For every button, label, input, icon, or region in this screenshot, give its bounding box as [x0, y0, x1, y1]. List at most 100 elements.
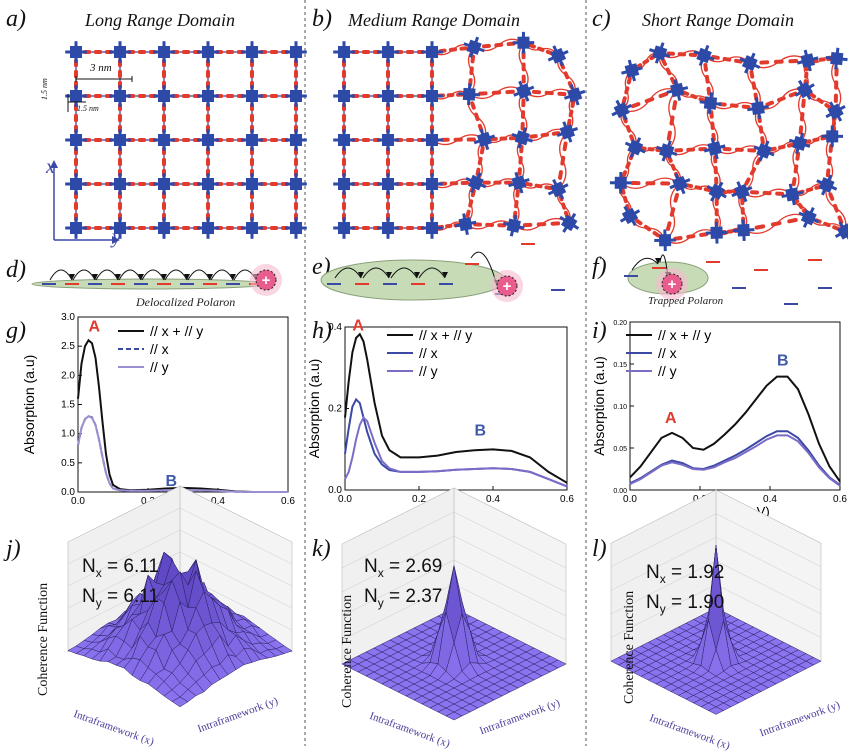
y-tick-label: 0.5: [61, 458, 75, 469]
lattice-node: [241, 173, 263, 195]
hop-arrow: [188, 270, 210, 280]
hop-arrow: [211, 270, 233, 280]
lattice-node: [333, 173, 355, 195]
lattice-node: [285, 41, 307, 63]
lattice-node: [333, 41, 355, 63]
lattice-node: [377, 41, 399, 63]
lattice-node: [377, 129, 399, 151]
polaron-cloud: [321, 260, 505, 300]
lattice-node: [285, 129, 307, 151]
lattice-node: [333, 129, 355, 151]
y-tick-label: 3.0: [61, 312, 75, 323]
lattice-node: [153, 129, 175, 151]
legend-label: // y: [419, 363, 438, 379]
polaron-plus-sign: +: [668, 276, 677, 293]
absorption-chart-long-range: 0.00.20.40.60.00.51.01.52.02.53.0Energy …: [0, 305, 300, 530]
lattice-node: [241, 41, 263, 63]
lattice-link: [469, 87, 524, 98]
lattice-link: [524, 89, 575, 96]
x-tick-label: 0.0: [623, 494, 637, 505]
coherence-zlabel-l: Coherence Function: [622, 591, 638, 704]
legend-label: // x + // y: [419, 327, 472, 343]
y-axis-label: Absorption (a.u): [306, 359, 322, 459]
polaron-medium-diagram: +: [315, 236, 585, 306]
lattice-node: [197, 41, 219, 63]
lattice-node: [65, 41, 87, 63]
nx-value-medium: Nx = 2.69: [364, 556, 442, 580]
y-tick-label: 0.4: [328, 322, 342, 333]
lattice-node: [153, 41, 175, 63]
lattice-node: [698, 91, 722, 115]
legend-label: // x: [658, 345, 677, 361]
polaron-trapped-diagram: +: [612, 240, 842, 310]
axis-y-label: y: [112, 226, 121, 249]
scale-label-3nm: 3 nm: [90, 62, 112, 74]
y-tick-label: 2.5: [61, 341, 75, 352]
lattice-medium-range: [320, 36, 580, 246]
nx-value-long: Nx = 6.11: [82, 556, 159, 580]
peak-label: B: [166, 473, 178, 490]
y-tick-label: 2.0: [61, 370, 75, 381]
y-tick-label: 1.0: [61, 429, 75, 440]
polaron-plus-sign: +: [503, 278, 512, 295]
hop-arrow: [165, 270, 187, 280]
lattice-link: [665, 184, 680, 241]
lattice-node: [458, 83, 481, 106]
lattice-node: [197, 173, 219, 195]
panel-letter-c: c): [592, 6, 611, 33]
chart-frame: [78, 317, 288, 492]
lattice-node: [109, 85, 131, 107]
lattice-link: [667, 90, 678, 151]
lattice-node: [333, 85, 355, 107]
y-tick-label: 0.20: [613, 320, 627, 327]
lattice-node: [153, 217, 175, 239]
hop-arrow: [50, 270, 72, 280]
chart-frame: [345, 327, 567, 490]
panel-letter-a: a): [6, 6, 26, 33]
lattice-node: [377, 173, 399, 195]
lattice-node: [794, 203, 823, 232]
y-tick-label: 0.2: [328, 404, 342, 415]
legend-label: // x: [150, 341, 169, 357]
ny-value-medium: Ny = 2.37: [364, 586, 442, 610]
panel-letter-b: b): [312, 6, 332, 33]
scale-bar-15nm: [58, 90, 88, 120]
lattice-node: [197, 217, 219, 239]
lattice-node: [285, 217, 307, 239]
y-tick-label: 0.0: [328, 485, 342, 496]
panel-title-a: Long Range Domain: [85, 10, 235, 31]
panel-title-c: Short Range Domain: [642, 10, 794, 31]
lattice-node: [746, 96, 771, 121]
panel-title-b: Medium Range Domain: [348, 10, 520, 31]
ny-value-long: Ny = 6.11: [82, 586, 159, 610]
lattice-node: [153, 85, 175, 107]
lattice-node: [421, 173, 443, 195]
lattice-node: [285, 173, 307, 195]
y-axis-label: Absorption (a.u): [591, 356, 607, 456]
peak-label: A: [352, 318, 364, 335]
y-axis-label: Absorption (a.u): [21, 355, 37, 455]
y-tick-label: 1.5: [61, 400, 75, 411]
hop-arrow: [142, 270, 164, 280]
axis-x-label: x: [46, 156, 55, 179]
peak-label: A: [665, 410, 677, 427]
lattice-node: [513, 32, 535, 54]
coherence-zlabel-k: Coherence Function: [340, 595, 356, 708]
coherence-zlabel-j: Coherence Function: [36, 583, 52, 696]
hop-arrow: [119, 270, 141, 280]
lattice-node: [377, 85, 399, 107]
scale-label-15nm-v: 1.5 nm: [40, 78, 49, 100]
legend-label: // x: [419, 345, 438, 361]
lattice-node: [241, 217, 263, 239]
peak-label: A: [89, 319, 101, 336]
x-tick-label: 0.6: [281, 496, 295, 507]
lattice-link: [558, 132, 567, 189]
scale-bar-3nm: [74, 76, 134, 82]
legend-label: // y: [150, 359, 169, 375]
legend-label: // x + // y: [150, 323, 203, 339]
y-tick-label: 0.00: [613, 488, 627, 495]
lattice-node: [197, 85, 219, 107]
y-tick-label: 0.05: [613, 446, 627, 453]
series-line: [630, 435, 840, 485]
ny-value-short: Ny = 1.90: [646, 592, 724, 616]
